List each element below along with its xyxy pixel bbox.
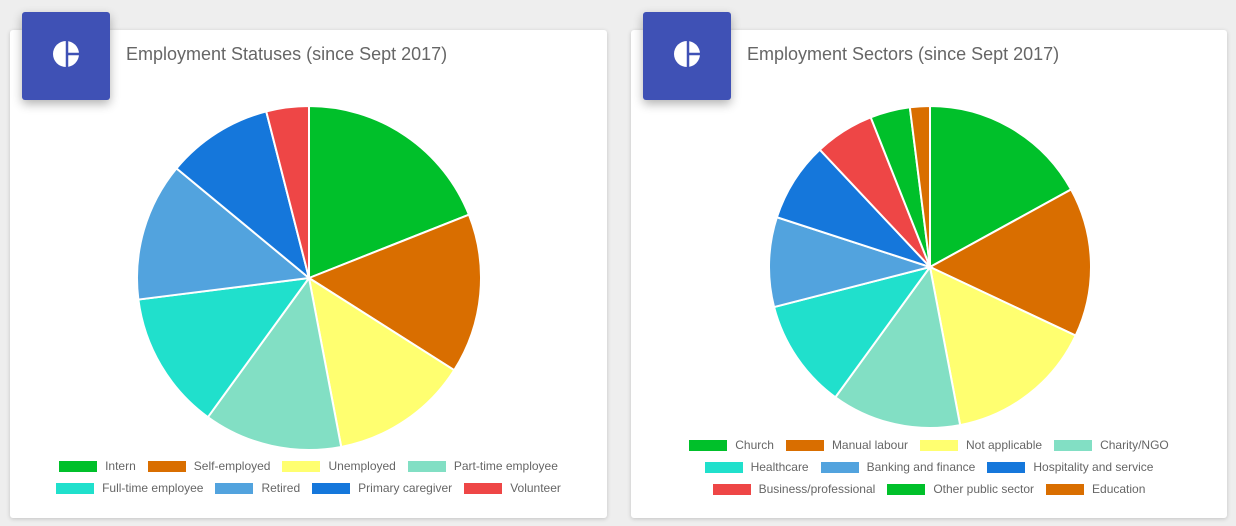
- legend-item-hospitality-and-service[interactable]: Hospitality and service: [987, 456, 1153, 478]
- legend-swatch: [56, 482, 95, 494]
- legend-swatch: [282, 460, 321, 472]
- legend-swatch: [1046, 483, 1085, 495]
- legend-label: Self-employed: [193, 459, 271, 473]
- legend-item-primary-caregiver[interactable]: Primary caregiver: [312, 477, 452, 499]
- pie-slice-manual-labour[interactable]: [927, 188, 1092, 337]
- legend-swatch: [704, 461, 743, 473]
- pie-slice-banking-and-finance[interactable]: [768, 215, 934, 309]
- legend-label: Other public sector: [933, 482, 1035, 496]
- legend-item-part-time-employee[interactable]: Part-time employee: [407, 455, 558, 477]
- pie-slice-volunteer[interactable]: [265, 104, 310, 279]
- legend-label: Hospitality and service: [1033, 460, 1154, 474]
- legend-label: Primary caregiver: [358, 481, 453, 495]
- legend-swatch: [987, 461, 1026, 473]
- legend-label: Unemployed: [328, 459, 396, 473]
- legend-item-education[interactable]: Education: [1046, 478, 1145, 500]
- card-icon-box: [643, 12, 731, 100]
- legend-swatch: [689, 439, 728, 451]
- pie-chart-icon: [672, 39, 702, 74]
- pie-slice-primary-caregiver[interactable]: [175, 110, 311, 281]
- legend-label: Part-time employee: [453, 459, 558, 473]
- legend-label: Manual labour: [831, 438, 908, 452]
- legend-item-full-time-employee[interactable]: Full-time employee: [56, 477, 203, 499]
- legend-item-intern[interactable]: Intern: [59, 455, 136, 477]
- legend-label: Education: [1092, 482, 1146, 496]
- legend-label: Not applicable: [966, 438, 1043, 452]
- legend-item-retired[interactable]: Retired: [215, 477, 300, 499]
- legend-swatch: [312, 482, 351, 494]
- employment-sectors-card: Employment Sectors (since Sept 2017) Chu…: [631, 12, 1227, 518]
- legend-swatch: [215, 482, 254, 494]
- pie-slice-intern[interactable]: [308, 104, 471, 280]
- legend-swatch: [1054, 439, 1093, 451]
- legend-item-healthcare[interactable]: Healthcare: [704, 456, 809, 478]
- employment-statuses-card: Employment Statuses (since Sept 2017) In…: [10, 12, 607, 518]
- pie-slice-healthcare[interactable]: [772, 265, 933, 399]
- legend-label: Full-time employee: [102, 481, 204, 495]
- pie-slice-unemployed[interactable]: [307, 275, 456, 449]
- pie-slice-retired[interactable]: [136, 166, 312, 301]
- legend-swatch: [785, 439, 824, 451]
- card-icon-box: [22, 12, 110, 100]
- legend-label: Volunteer: [510, 481, 561, 495]
- pie-slice-church[interactable]: [929, 104, 1073, 269]
- legend-item-business-professional[interactable]: Business/professional: [712, 478, 876, 500]
- legend-swatch: [464, 482, 503, 494]
- legend-label: Business/professional: [758, 482, 876, 496]
- pie-chart-icon: [51, 39, 81, 74]
- pie-slice-not-applicable[interactable]: [928, 265, 1078, 427]
- legend-swatch: [820, 461, 859, 473]
- legend-swatch: [147, 460, 186, 472]
- legend-item-other-public-sector[interactable]: Other public sector: [887, 478, 1034, 500]
- legend-item-charity-ngo[interactable]: Charity/NGO: [1054, 434, 1169, 456]
- legend-swatch: [712, 483, 751, 495]
- legend-label: Retired: [261, 481, 301, 495]
- pie-slice-charity-ngo[interactable]: [833, 264, 962, 429]
- legend-label: Church: [735, 438, 774, 452]
- legend-swatch: [920, 439, 958, 451]
- card-title: Employment Statuses (since Sept 2017): [126, 44, 448, 64]
- legend-item-not-applicable[interactable]: Not applicable: [920, 434, 1042, 456]
- legend-swatch: [407, 460, 446, 472]
- pie-chart-statuses: [136, 104, 482, 451]
- legend-item-self-employed[interactable]: Self-employed: [147, 455, 271, 477]
- legend-item-unemployed[interactable]: Unemployed: [282, 455, 396, 477]
- pie-slice-part-time-employee[interactable]: [206, 275, 343, 451]
- legend-item-volunteer[interactable]: Volunteer: [464, 477, 561, 499]
- pie-slice-self-employed[interactable]: [306, 213, 482, 372]
- chart-legend: Intern Self-employed Unemployed Part-time e…: [10, 455, 607, 499]
- chart-legend: Church Manual labour Not applicable Charity…: [631, 434, 1227, 500]
- legend-label: Charity/NGO: [1100, 438, 1169, 452]
- legend-swatch: [887, 483, 926, 495]
- legend-item-banking-and-finance[interactable]: Banking and finance: [820, 456, 976, 478]
- legend-label: Intern: [105, 459, 136, 473]
- card-title: Employment Sectors (since Sept 2017): [747, 44, 1060, 64]
- legend-swatch: [59, 460, 98, 472]
- legend-label: Banking and finance: [866, 460, 976, 474]
- legend-item-church[interactable]: Church: [689, 434, 774, 456]
- legend-label: Healthcare: [750, 460, 809, 474]
- pie-chart-sectors: [768, 104, 1092, 429]
- legend-item-manual-labour[interactable]: Manual labour: [785, 434, 908, 456]
- pie-slice-full-time-employee[interactable]: [137, 276, 312, 419]
- pie-slice-education[interactable]: [908, 104, 931, 268]
